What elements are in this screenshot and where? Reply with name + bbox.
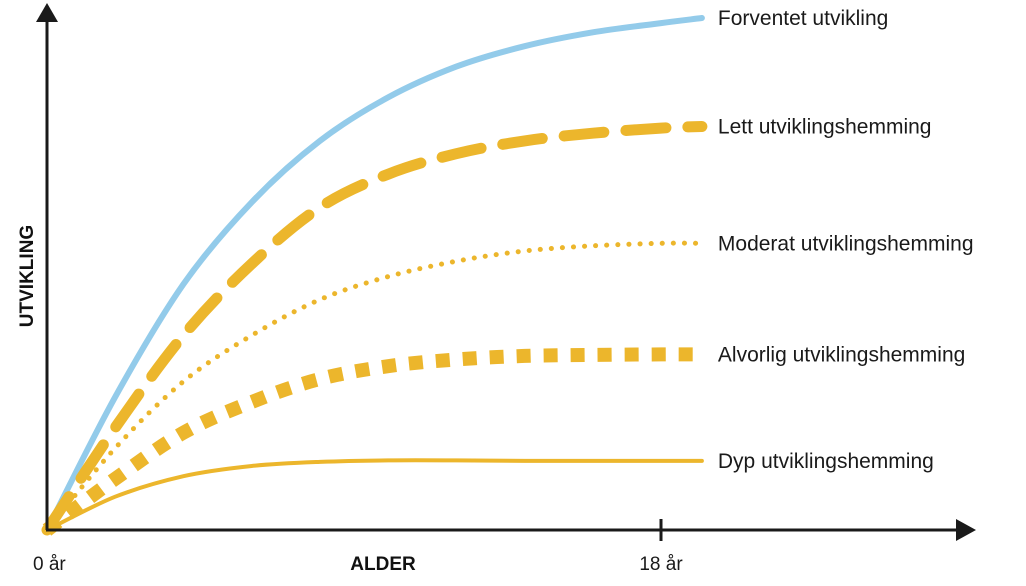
series-label-2: Lett utviklingshemming bbox=[718, 116, 932, 139]
x-tick-label-2: 18 år bbox=[639, 554, 683, 575]
series-line-3 bbox=[44, 240, 705, 533]
series-label-3: Moderat utviklingshemming bbox=[718, 232, 974, 255]
series-line-4 bbox=[42, 347, 702, 536]
x-tick-label-1: 0 år bbox=[33, 554, 66, 575]
y-axis-arrow bbox=[36, 3, 58, 22]
y-axis-title: UTVIKLING bbox=[17, 225, 38, 327]
series-line-1 bbox=[44, 15, 705, 533]
x-axis-arrow bbox=[956, 519, 976, 541]
series-line-5 bbox=[45, 458, 704, 532]
series-line-2 bbox=[41, 121, 708, 536]
x-axis-title: ALDER bbox=[350, 554, 416, 575]
series-label-1: Forventet utvikling bbox=[718, 7, 888, 30]
series-label-4: Alvorlig utviklingshemming bbox=[718, 343, 965, 366]
series-label-5: Dyp utviklingshemming bbox=[718, 450, 934, 473]
